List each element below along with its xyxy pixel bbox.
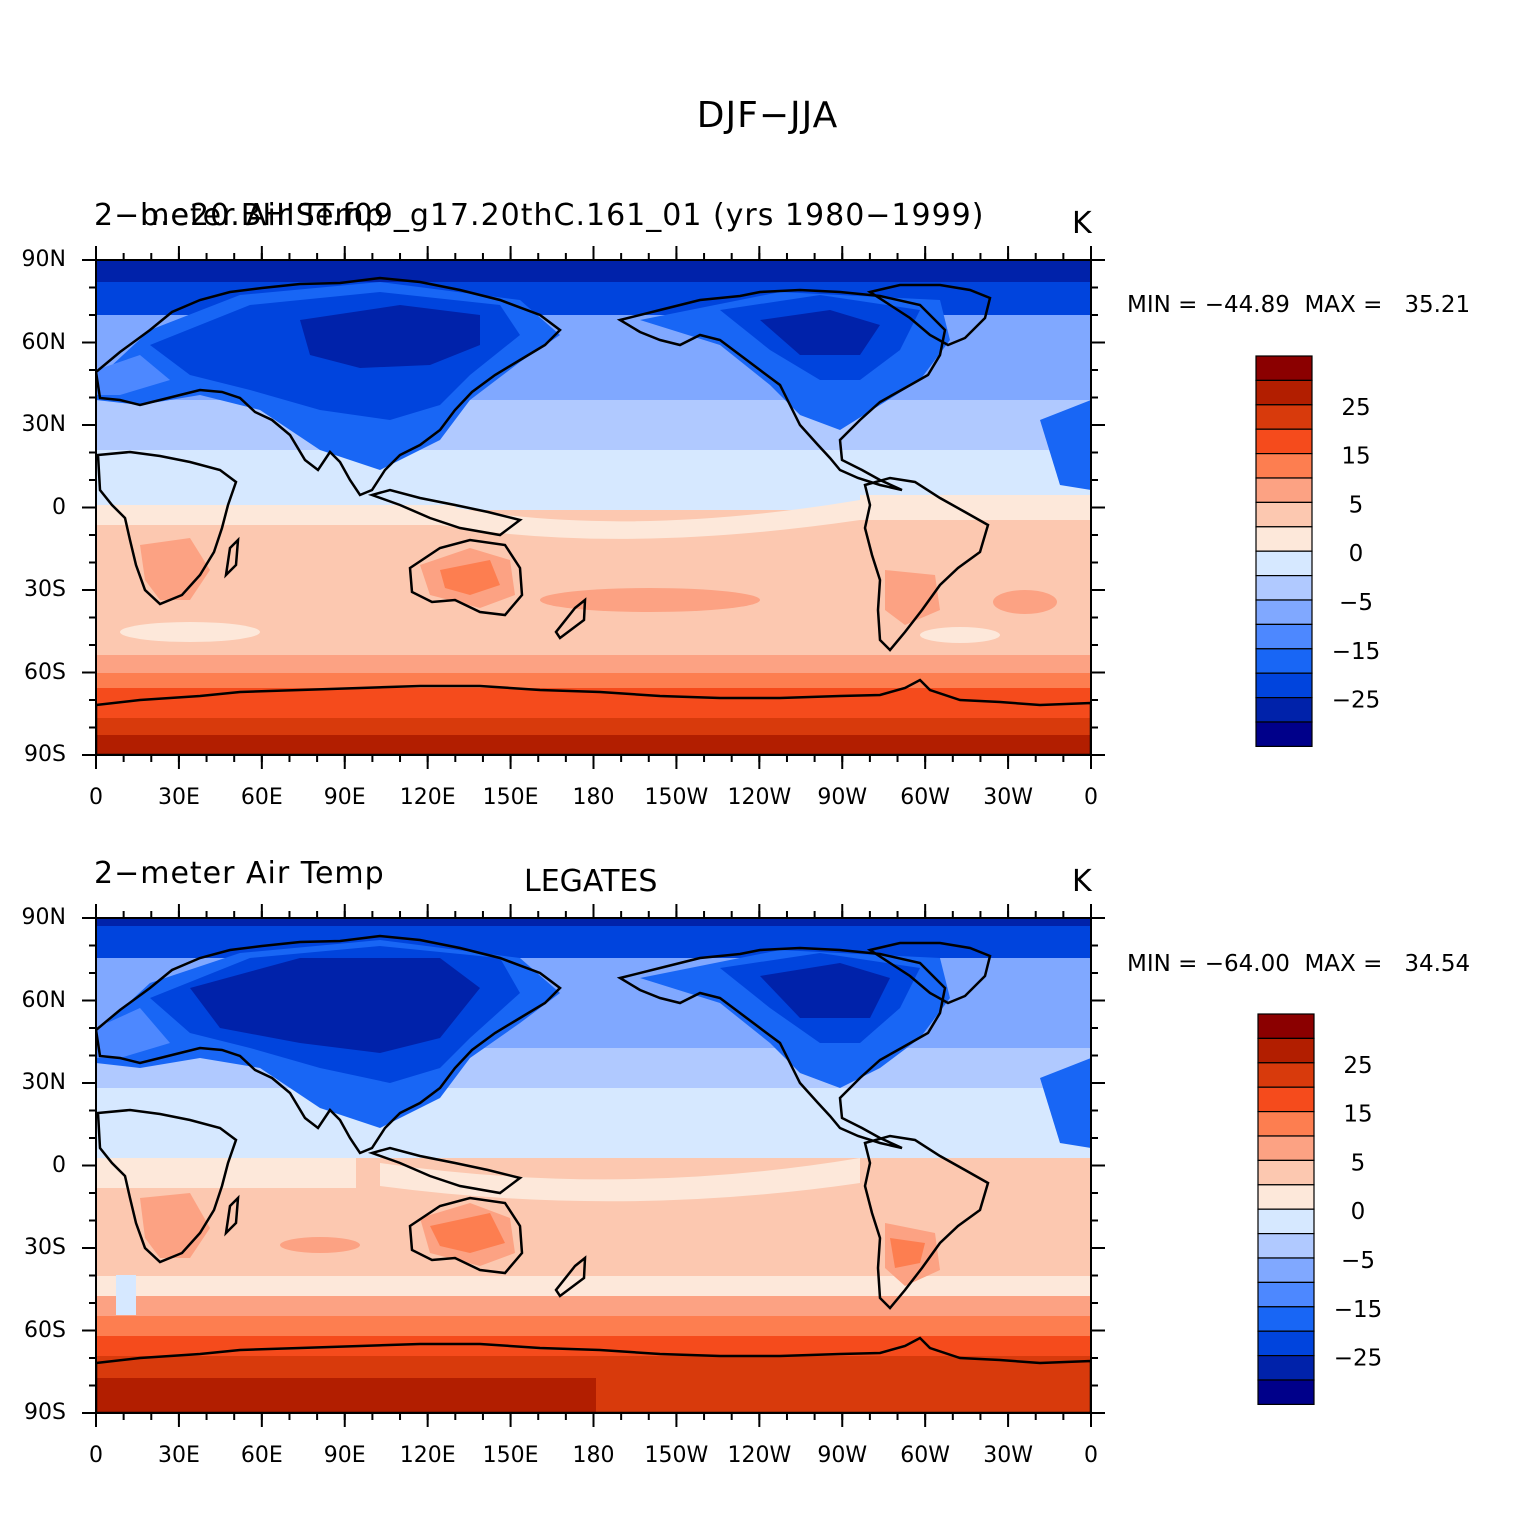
x-tick-label: 30E — [157, 1443, 200, 1468]
colorbar-box — [1255, 575, 1313, 601]
x-tick-label: 60E — [240, 1443, 283, 1468]
x-tick-label: 0 — [1084, 1443, 1098, 1468]
y-tick-label: 60S — [24, 1317, 66, 1343]
colorbar-1: 25 15 5 0 −5 −15 −25 — [1255, 355, 1381, 747]
x-tick-label: 90E — [323, 785, 366, 810]
x-tick-label: 30W — [983, 785, 1033, 810]
colorbar-box — [1257, 1184, 1315, 1210]
y-tick-label: 30N — [21, 412, 66, 437]
y-tick-label: 30N — [21, 1070, 66, 1095]
colorbar-box — [1255, 501, 1313, 528]
colorbar-label: −5 — [1339, 590, 1373, 616]
colorbar-box — [1257, 1306, 1315, 1332]
y-tick-label: 90N — [21, 905, 66, 930]
colorbar-label: 5 — [1351, 1150, 1366, 1176]
figure-title: DJF−JJA — [696, 95, 839, 136]
x-tick-label: 90W — [817, 785, 868, 810]
x-tick-label: 90W — [817, 1443, 868, 1468]
colorbar-box — [1255, 379, 1313, 406]
x-tick-label: 120E — [399, 785, 456, 810]
colorbar-label: 5 — [1349, 492, 1364, 518]
x-tick-label: 150W — [644, 785, 709, 810]
panel-1-center-title: b.e20.BHIST.f09_g17.20thC.161_01 (yrs 19… — [140, 198, 985, 233]
colorbar-box — [1257, 1379, 1315, 1405]
colorbar-label: −15 — [1334, 1297, 1383, 1323]
colorbar-label: −5 — [1341, 1248, 1375, 1274]
panel-2-min-max: MIN = −64.00 MAX = 34.54 — [1127, 951, 1471, 977]
panel-2-units: K — [1072, 864, 1092, 899]
colorbar-box — [1255, 623, 1313, 650]
x-tick-label: 60E — [240, 785, 283, 810]
colorbar-box — [1255, 697, 1313, 723]
colorbar-label: 15 — [1343, 1102, 1372, 1128]
x-tick-label: 180 — [572, 785, 615, 810]
colorbar-box — [1257, 1330, 1315, 1357]
colorbar-box — [1257, 1110, 1315, 1137]
colorbar-box — [1255, 477, 1313, 503]
x-tick-label: 120W — [727, 1443, 792, 1468]
colorbar-box — [1255, 355, 1313, 381]
colorbar-box — [1257, 1257, 1315, 1283]
colorbar-box — [1257, 1135, 1315, 1161]
colorbar-box — [1257, 1062, 1315, 1088]
x-tick-label: 120E — [399, 1443, 456, 1468]
colorbar-label: −25 — [1334, 1346, 1383, 1372]
colorbar-box — [1257, 1281, 1315, 1308]
x-tick-label: 180 — [572, 1443, 615, 1468]
panel-1-left-title: 2−meter Air Temp — [94, 198, 385, 233]
x-tick-label: 120W — [727, 785, 792, 810]
colorbar-box — [1257, 1037, 1315, 1064]
colorbar-box — [1257, 1013, 1315, 1039]
x-tick-label: 30E — [157, 785, 200, 810]
y-tick-label: 60N — [21, 987, 66, 1013]
colorbar-box — [1255, 428, 1313, 455]
y-tick-label: 60S — [24, 659, 66, 685]
x-tick-label: 150E — [482, 785, 539, 810]
colorbar-box — [1257, 1355, 1315, 1381]
x-tick-label: 90E — [323, 1443, 366, 1468]
colorbar-box — [1255, 550, 1313, 577]
panel-2-left-title: 2−meter Air Temp — [94, 856, 385, 891]
panel-1-min-max: MIN = −44.89 MAX = 35.21 — [1127, 292, 1471, 318]
colorbar-label: 15 — [1341, 444, 1370, 470]
colorbar-box — [1255, 672, 1313, 699]
x-tick-label: 30W — [983, 1443, 1033, 1468]
y-tick-label: 90S — [24, 1400, 66, 1425]
x-tick-label: 60W — [900, 785, 951, 810]
colorbar-box — [1255, 721, 1313, 747]
colorbar-box — [1257, 1159, 1315, 1186]
x-tick-label: 60W — [900, 1443, 951, 1468]
colorbar-label: −25 — [1332, 688, 1381, 714]
colorbar-box — [1257, 1086, 1315, 1113]
y-tick-label: 30S — [24, 1235, 66, 1260]
panel-1-units: K — [1072, 206, 1092, 241]
x-tick-label: 0 — [89, 785, 103, 810]
colorbar-box — [1255, 648, 1313, 674]
y-tick-label: 90S — [24, 742, 66, 767]
x-tick-label: 0 — [1084, 785, 1098, 810]
colorbar-label: 25 — [1341, 395, 1370, 421]
colorbar-label: −15 — [1332, 639, 1381, 665]
x-tick-label: 150E — [482, 1443, 539, 1468]
colorbar-2: 25 15 5 0 −5 −15 −25 — [1257, 1013, 1383, 1405]
colorbar-box — [1255, 404, 1313, 430]
y-tick-label: 0 — [52, 1152, 66, 1178]
y-tick-label: 90N — [21, 247, 66, 272]
colorbar-label: 25 — [1343, 1053, 1372, 1079]
colorbar-box — [1257, 1233, 1315, 1259]
y-tick-label: 0 — [52, 494, 66, 520]
colorbar-box — [1257, 1208, 1315, 1235]
colorbar-label: 0 — [1349, 541, 1364, 567]
y-tick-label: 30S — [24, 577, 66, 602]
colorbar-label: 0 — [1351, 1199, 1366, 1225]
panel-2-center-title: LEGATES — [524, 864, 658, 899]
x-tick-label: 0 — [89, 1443, 103, 1468]
colorbar-box — [1255, 599, 1313, 625]
y-tick-label: 60N — [21, 329, 66, 355]
x-tick-label: 150W — [644, 1443, 709, 1468]
colorbar-box — [1255, 452, 1313, 479]
colorbar-box — [1255, 526, 1313, 552]
